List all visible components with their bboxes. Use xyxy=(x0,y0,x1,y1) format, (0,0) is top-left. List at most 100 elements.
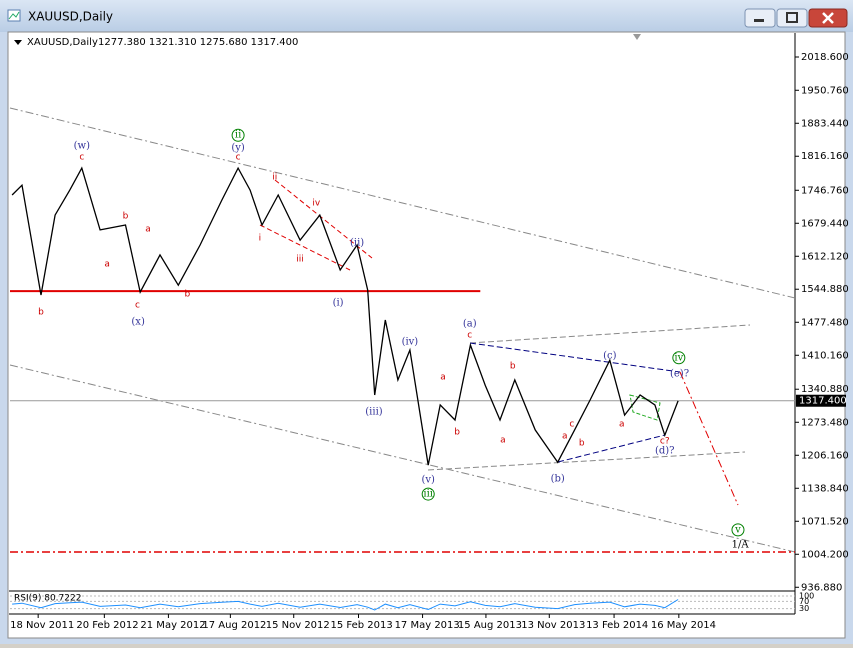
wave-label: (i) xyxy=(333,297,344,308)
wave-label: (e)? xyxy=(670,368,689,379)
annotation-circle xyxy=(231,128,245,142)
wave-label: (d)? xyxy=(655,445,675,456)
y-tick-label: 936.880 xyxy=(801,582,842,593)
x-tick-label: 15 Aug 2013 xyxy=(458,620,522,631)
y-tick-label: 1206.160 xyxy=(801,450,849,461)
wave-label: (b) xyxy=(551,473,565,484)
wave-label: b xyxy=(510,362,516,372)
annotation-circle xyxy=(672,351,686,365)
wave-label: (v) xyxy=(421,474,435,485)
wave-label: (a) xyxy=(463,318,477,329)
wave-label: c xyxy=(79,152,84,162)
channel-lower xyxy=(9,364,796,553)
rsi-line xyxy=(12,599,679,611)
restore-glyph xyxy=(786,12,798,23)
wave-label: ii xyxy=(235,130,241,141)
wave-label: (w) xyxy=(74,141,90,152)
window-icon-line xyxy=(8,11,20,20)
x-tick-label: 20 Feb 2012 xyxy=(76,620,138,631)
wave-label: (y) xyxy=(231,142,245,153)
x-tick-label: 15 Feb 2013 xyxy=(330,620,392,631)
wave-label: (x) xyxy=(131,317,145,328)
wave-channel-b xyxy=(259,224,351,271)
y-tick-label: 2018.600 xyxy=(801,52,849,63)
y-tick-label: 1340.880 xyxy=(801,384,849,395)
rsi-tick-label: 30 xyxy=(799,604,809,613)
y-tick-label: 1138.840 xyxy=(801,483,849,494)
wave-label: iv xyxy=(312,198,321,208)
y-tick-label: 1950.760 xyxy=(801,85,849,96)
wave-label: (iii) xyxy=(365,407,382,418)
wave-label: (ii) xyxy=(350,238,364,249)
minimize-button[interactable] xyxy=(744,8,776,28)
wave-label: (iv) xyxy=(402,337,419,348)
rsi-tick-label: 70 xyxy=(799,597,809,606)
header-arrow xyxy=(14,40,22,45)
triangle-lower xyxy=(557,434,666,463)
wave-label: b xyxy=(185,290,191,300)
y-tick-label: 1544.880 xyxy=(801,284,849,295)
y-tick-label: 1612.120 xyxy=(801,251,849,262)
wave-label: (c) xyxy=(603,350,617,361)
y-tick-label: 1477.480 xyxy=(801,317,849,328)
wave-label: ii xyxy=(272,172,277,182)
close-glyph xyxy=(822,12,834,24)
wave-label: a xyxy=(145,224,151,234)
y-tick-label: 1273.480 xyxy=(801,417,849,428)
chart-area xyxy=(7,31,846,639)
wave-label: b xyxy=(579,439,585,449)
x-tick-label: 17 May 2013 xyxy=(395,620,460,631)
restore-button[interactable] xyxy=(776,8,808,28)
wave-label: iii xyxy=(423,489,433,500)
wave-label: a xyxy=(104,260,110,270)
price-line xyxy=(11,166,679,466)
annotation-circle xyxy=(731,523,745,537)
wave-label: a xyxy=(440,372,446,382)
wave-label: c? xyxy=(660,437,670,447)
minimize-glyph xyxy=(754,19,764,22)
wave-label: b xyxy=(38,308,44,318)
last-price-label: 1317.400 xyxy=(799,396,847,407)
window-title: XAUUSD,Daily xyxy=(28,10,113,24)
y-tick-label: 1679.440 xyxy=(801,218,849,229)
channel-upper xyxy=(9,107,796,299)
last-price-box xyxy=(796,394,846,407)
y-tick-label: 1410.160 xyxy=(801,350,849,361)
rsi-title: RSI(9) 80.7222 xyxy=(14,594,81,604)
wave-label: iii xyxy=(296,254,304,264)
chart-title: XAUUSD,Daily xyxy=(27,37,98,48)
wave-label: c xyxy=(236,152,241,162)
annotation-circle xyxy=(421,487,435,501)
x-tick-label: 18 Nov 2011 xyxy=(10,620,74,631)
wave-label: c xyxy=(569,419,574,429)
x-tick-label: 17 Aug 2012 xyxy=(202,620,266,631)
trend-lines xyxy=(9,107,796,553)
wave-label: v xyxy=(734,524,741,535)
wave-label: a xyxy=(619,419,625,429)
wave-label: c xyxy=(135,300,140,310)
ohlc-text: 1277.380 1321.310 1275.680 1317.400 xyxy=(98,37,298,48)
y-tick-label: 1071.520 xyxy=(801,516,849,527)
wave-label: a xyxy=(562,432,568,442)
x-tick-label: 13 Feb 2014 xyxy=(586,620,648,631)
triangle-lower-ext xyxy=(427,451,746,471)
rsi-tick-label: 100 xyxy=(799,592,814,601)
wave-label: b xyxy=(454,427,460,437)
y-tick-label: 1816.160 xyxy=(801,151,849,162)
wave-label: iv xyxy=(674,352,683,363)
x-tick-label: 16 May 2014 xyxy=(651,620,716,631)
wave-label: c xyxy=(467,331,472,341)
x-tick-label: 21 May 2012 xyxy=(140,620,205,631)
x-tick-label: 15 Nov 2012 xyxy=(266,620,330,631)
triangle-upper xyxy=(469,342,681,373)
x-tick-label: 13 Nov 2013 xyxy=(521,620,585,631)
wave-label: 1/A xyxy=(732,540,750,551)
title-bar xyxy=(0,0,853,32)
y-tick-label: 1004.200 xyxy=(801,549,849,560)
wave-channel-a xyxy=(274,179,373,259)
triangle-upper-ext xyxy=(469,324,751,344)
wave-label: i xyxy=(259,234,262,244)
y-tick-label: 1746.760 xyxy=(801,185,849,196)
